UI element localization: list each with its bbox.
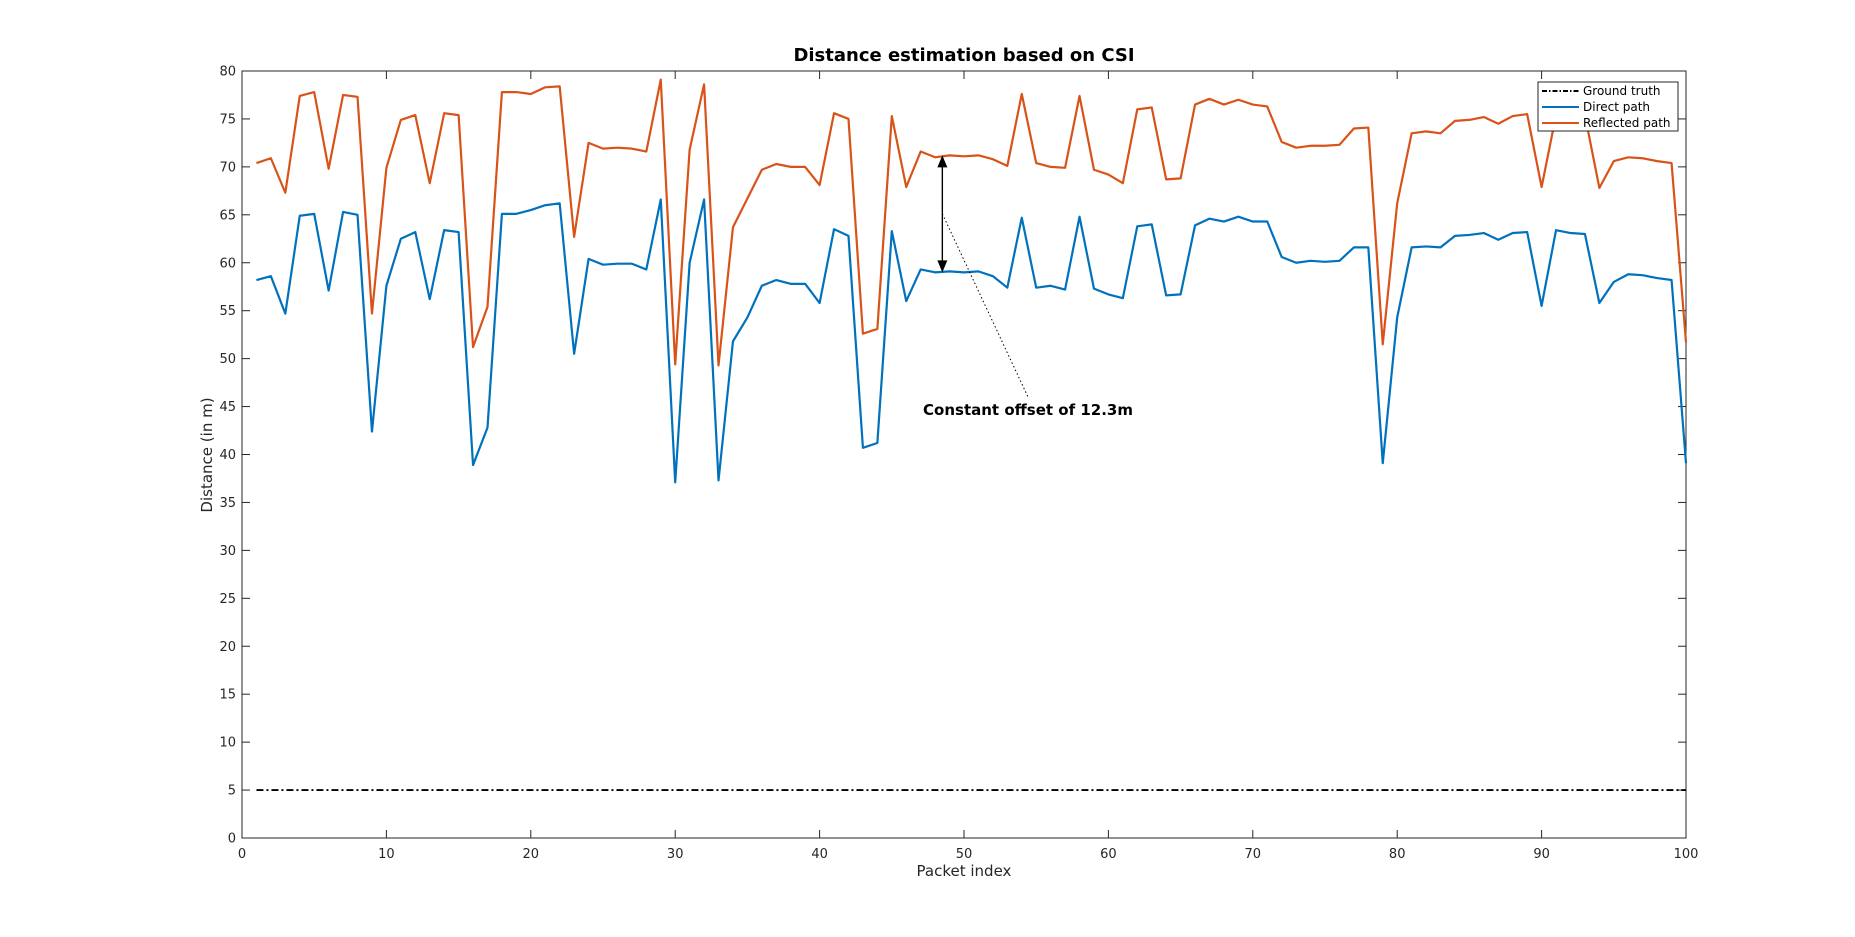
y-tick-label: 15 bbox=[219, 688, 236, 703]
x-tick-label: 10 bbox=[378, 847, 395, 862]
annotation-arrowhead-down bbox=[937, 260, 948, 273]
legend-label: Direct path bbox=[1583, 100, 1650, 114]
y-tick-label: 10 bbox=[219, 736, 236, 751]
axis-ticks: 0 10 20 30 40 50 60 70 80 90 100 0 5 10 15 20 25 30 35 40 45… bbox=[219, 65, 1698, 863]
annotation-arrowhead-up bbox=[937, 155, 948, 168]
y-tick-label: 75 bbox=[219, 112, 236, 127]
x-tick-label: 100 bbox=[1674, 847, 1699, 862]
annotation-text: Constant offset of 12.3m bbox=[923, 401, 1133, 419]
y-tick-label: 55 bbox=[219, 304, 236, 319]
y-tick-label: 5 bbox=[228, 784, 236, 799]
y-tick-label: 80 bbox=[219, 65, 236, 80]
annotation-leader-line bbox=[941, 213, 1029, 398]
y-tick-label: 20 bbox=[219, 640, 236, 655]
y-tick-label: 25 bbox=[219, 592, 236, 607]
x-tick-label: 40 bbox=[811, 847, 828, 862]
x-axis-label: Packet index bbox=[917, 862, 1012, 880]
annotation: Constant offset of 12.3m bbox=[923, 155, 1133, 419]
legend-label: Reflected path bbox=[1583, 116, 1671, 130]
x-tick-label: 80 bbox=[1389, 847, 1406, 862]
x-tick-label: 70 bbox=[1245, 847, 1262, 862]
plot-area bbox=[241, 70, 1687, 839]
y-tick-label: 0 bbox=[228, 832, 236, 847]
y-tick-label: 65 bbox=[219, 208, 236, 223]
x-tick-label: 50 bbox=[956, 847, 973, 862]
x-tick-label: 0 bbox=[238, 847, 246, 862]
series-layer bbox=[256, 78, 1688, 791]
x-tick-label: 60 bbox=[1100, 847, 1117, 862]
x-tick-label: 30 bbox=[667, 847, 684, 862]
y-tick-label: 45 bbox=[219, 400, 236, 415]
series-line-direct-path bbox=[256, 198, 1688, 484]
y-tick-label: 40 bbox=[219, 448, 236, 463]
chart-title: Distance estimation based on CSI bbox=[793, 45, 1134, 66]
y-tick-label: 50 bbox=[219, 352, 236, 367]
series-line-reflected-path bbox=[256, 78, 1688, 367]
y-axis-label: Distance (in m) bbox=[198, 397, 216, 512]
x-tick-label: 90 bbox=[1533, 847, 1550, 862]
x-tick-label: 20 bbox=[523, 847, 540, 862]
legend: Ground truth Direct path Reflected path bbox=[1537, 81, 1679, 132]
y-tick-label: 35 bbox=[219, 496, 236, 511]
y-tick-label: 70 bbox=[219, 160, 236, 175]
legend-label: Ground truth bbox=[1583, 84, 1661, 98]
y-tick-label: 60 bbox=[219, 256, 236, 271]
y-tick-label: 30 bbox=[219, 544, 236, 559]
